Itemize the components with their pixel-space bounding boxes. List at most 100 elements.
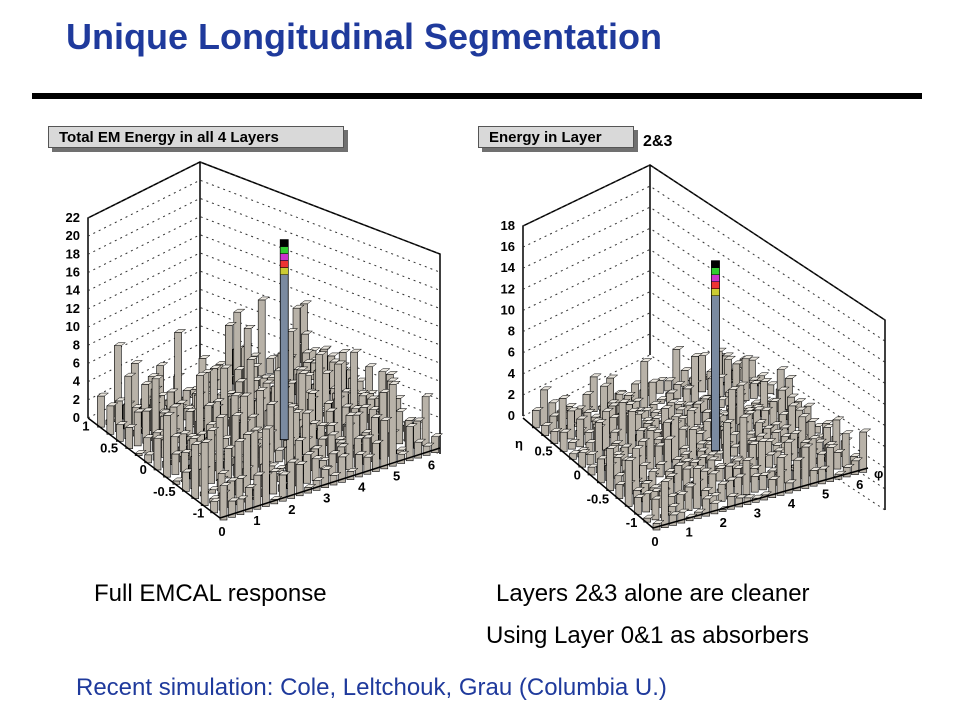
lego-bar <box>287 461 295 499</box>
x-tick-label: 0 <box>218 524 225 539</box>
lego-bar-top <box>834 470 847 475</box>
lego-bar-top <box>386 377 400 382</box>
lego-bar <box>691 356 699 405</box>
z-tick-label: 16 <box>501 239 515 254</box>
lego-bar-top <box>236 495 249 500</box>
x-tick-label: 3 <box>754 505 761 520</box>
lego-bar-top <box>115 421 129 425</box>
lego-bar-top <box>605 374 619 379</box>
lego-bar-top <box>350 405 364 409</box>
lego-bar-top <box>326 422 339 426</box>
lego-bar <box>395 411 404 445</box>
lego-bar-top <box>722 419 736 423</box>
lego-bar-top <box>550 428 563 432</box>
lego-bar-top <box>267 462 280 467</box>
lego-bar-top <box>670 413 684 417</box>
lego-bar <box>311 458 320 481</box>
lego-bar-top <box>333 360 347 365</box>
lego-bar-top <box>759 378 773 382</box>
lego-bar-top <box>212 398 225 402</box>
y-tick-label: -1 <box>626 515 638 530</box>
x-tick-label: 6 <box>428 457 435 472</box>
lego-bar-top <box>250 426 263 431</box>
lego-bar-top <box>227 497 241 502</box>
lego-bar <box>275 449 283 463</box>
z-gridline <box>87 179 441 273</box>
lego-bar <box>295 464 304 497</box>
lego-bar-top <box>589 373 602 378</box>
lego-bar-top <box>134 450 147 454</box>
lego-bar-top <box>147 373 160 377</box>
x-tick-label: 1 <box>253 513 260 528</box>
z-tick-label: 4 <box>508 366 516 381</box>
lego-bar-top <box>265 355 279 359</box>
lego-bar-top <box>243 325 256 329</box>
lego-bar-top <box>633 494 647 498</box>
lego-bar-top <box>358 392 371 397</box>
lego-bar-top <box>301 409 315 414</box>
lego-bar-top <box>531 407 545 411</box>
lego-bar-top <box>253 471 266 476</box>
lego-bar-top <box>303 484 317 488</box>
lego-bar-top <box>96 392 110 397</box>
y-tick-label: 0.5 <box>100 440 118 455</box>
lego-bar-top <box>755 432 769 437</box>
lego-bar-top <box>296 366 309 371</box>
lego-bar-top <box>725 476 739 481</box>
lego-bar-top <box>170 433 183 437</box>
lego-bar <box>576 418 584 448</box>
lego-bar-top <box>292 304 305 309</box>
lego-bar-top <box>430 433 444 437</box>
lego-bar <box>742 459 751 495</box>
lego-bar-top <box>321 369 335 374</box>
lego-bar-top <box>731 457 745 462</box>
lego-bar-top <box>709 492 722 497</box>
lego-bar <box>693 467 701 509</box>
lego-bar-top <box>586 450 599 455</box>
lego-bar-top <box>262 379 275 384</box>
right-caption-line-1: Layers 2&3 alone are cleaner <box>496 580 810 607</box>
lego-bar-top <box>776 366 789 370</box>
lego-bar-top <box>716 396 730 400</box>
lego-bar-top <box>300 330 314 335</box>
z-tick-label: 12 <box>66 301 80 316</box>
lego-bar-top <box>166 388 179 393</box>
lego-bar <box>735 497 743 508</box>
lego-bar-top <box>798 413 811 418</box>
lego-bar-top <box>567 439 581 443</box>
lego-bar <box>388 383 397 467</box>
y-tick-label: 1 <box>82 419 89 434</box>
z-tick-label: 22 <box>66 210 80 225</box>
lego-bar-top <box>539 386 553 391</box>
z-gridline <box>87 161 441 255</box>
x-tick-label: 5 <box>822 486 829 501</box>
lego-bar-top <box>370 414 384 418</box>
lego-bar-top <box>594 419 608 423</box>
lego-bar-top <box>648 468 661 472</box>
lego-bar-top <box>673 381 686 385</box>
lego-bar-top <box>759 491 773 496</box>
lego-bar <box>191 444 200 499</box>
lego-bar-top <box>623 392 637 396</box>
lego-bar <box>224 448 232 479</box>
lego-bar <box>680 370 689 387</box>
lego-bar-top <box>219 364 233 369</box>
lego-bar-top <box>285 403 299 408</box>
lego-bar <box>328 453 337 476</box>
lego-bar-top <box>285 328 299 332</box>
lego-bar-top <box>756 372 770 376</box>
lego-bar-top <box>690 353 704 357</box>
left-caption: Full EMCAL response <box>94 580 327 607</box>
lego-bar-top <box>635 427 649 431</box>
z-tick-label: 10 <box>501 302 515 317</box>
y-tick-label: 0.5 <box>534 443 552 458</box>
lego-bar-top <box>320 466 334 470</box>
lego-bar-top <box>858 428 872 433</box>
z-tick-label: 0 <box>73 410 80 425</box>
lego-bar-top <box>233 308 246 313</box>
lego-bar <box>759 475 767 491</box>
lego-bar-top <box>217 470 230 474</box>
lego-bar <box>783 441 792 484</box>
z-tick-label: 6 <box>508 345 515 360</box>
